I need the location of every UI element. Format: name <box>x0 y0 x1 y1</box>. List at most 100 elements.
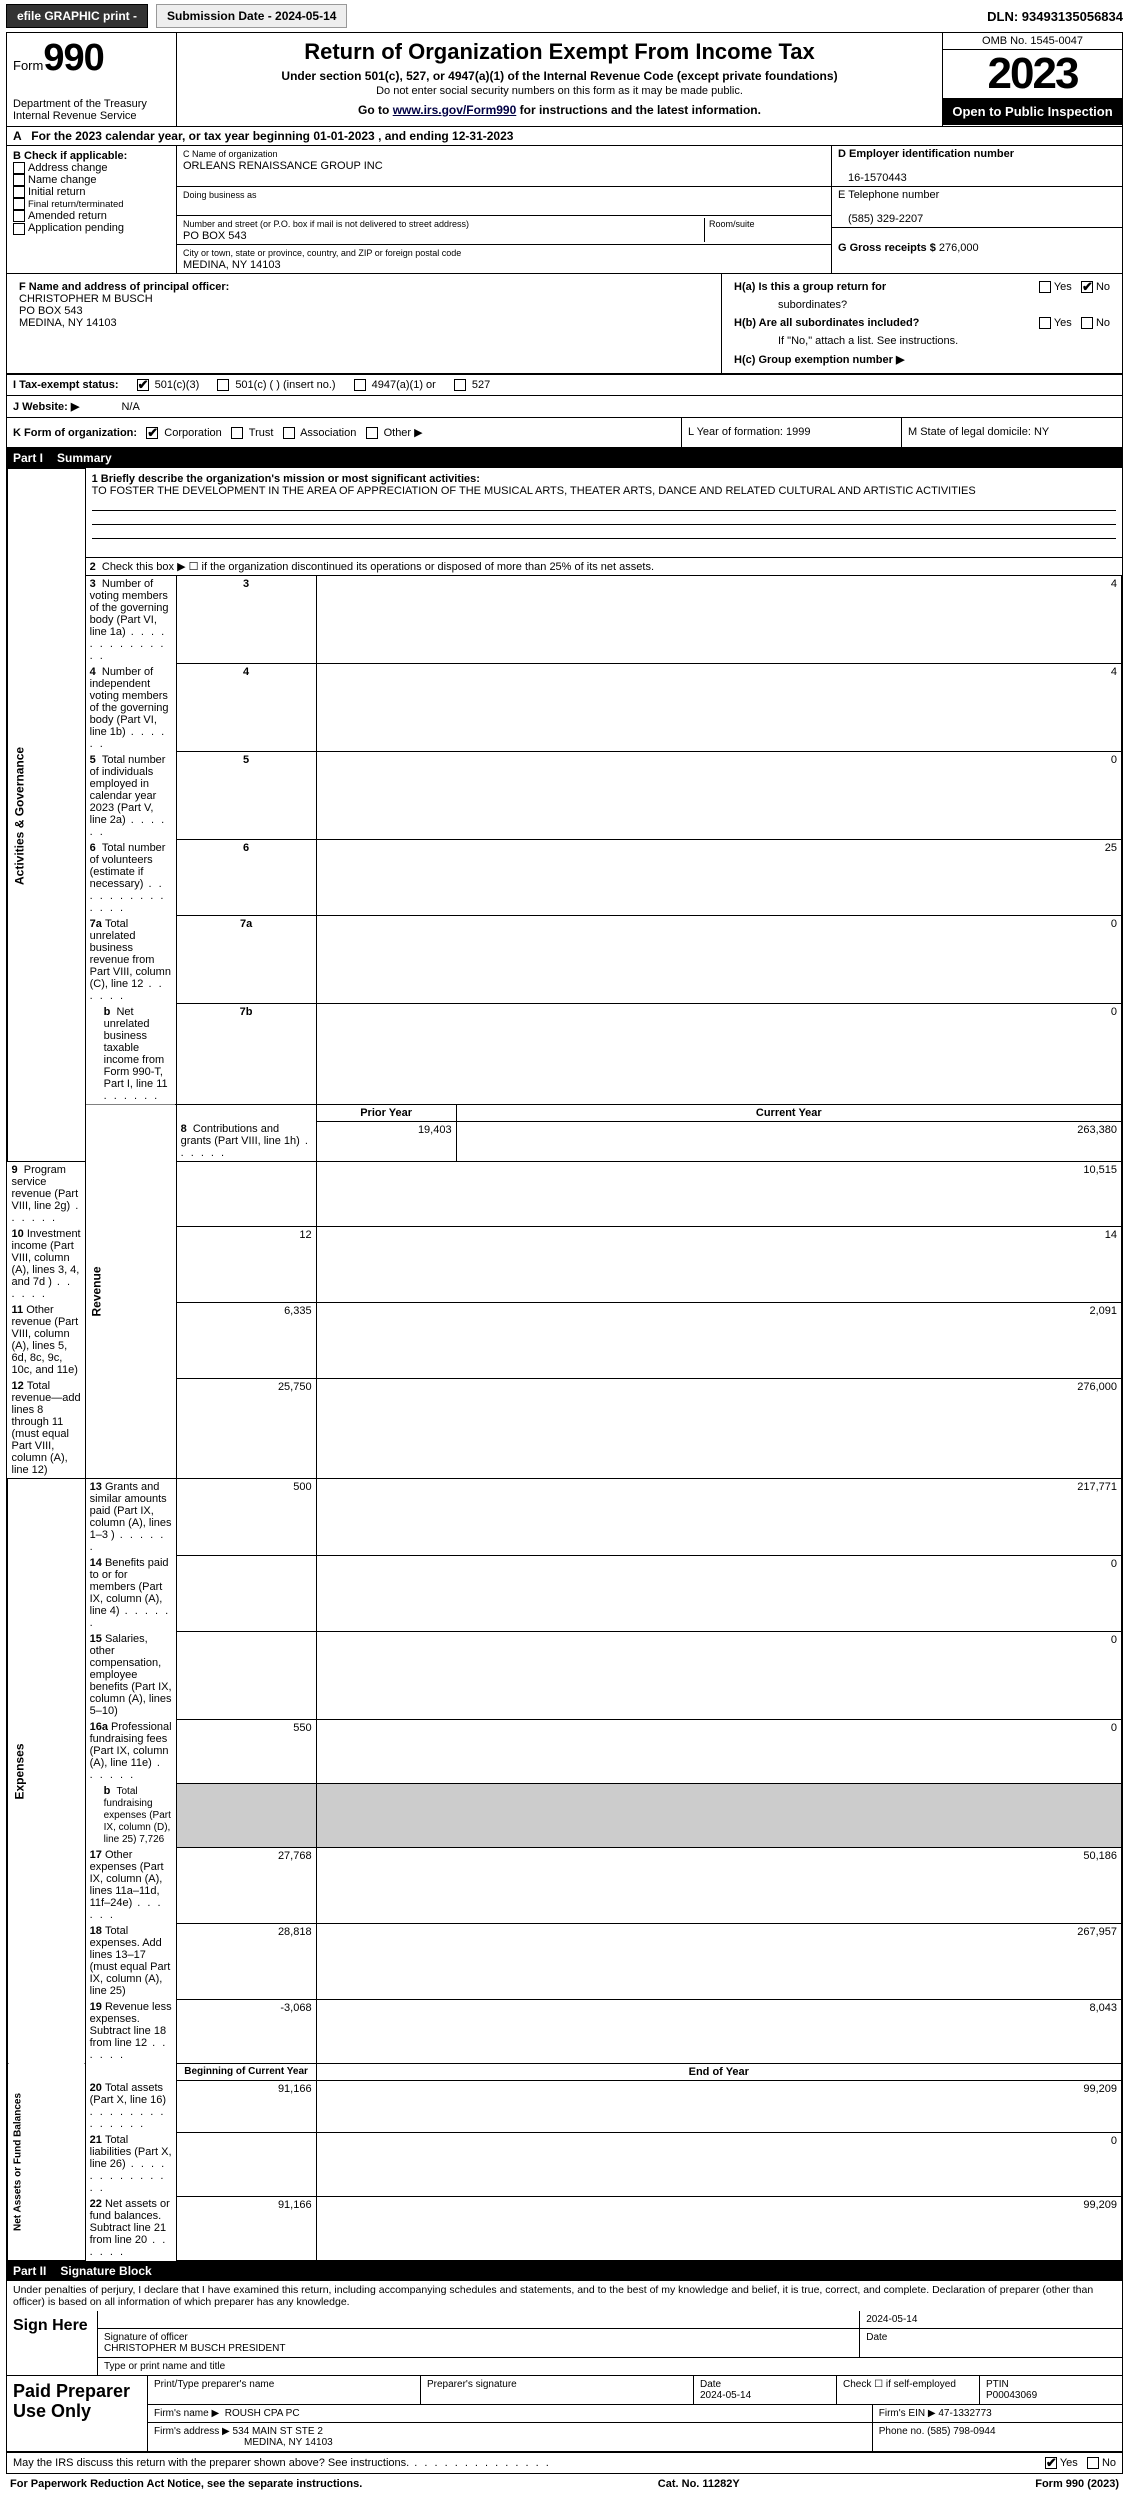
mission-a: TO FOSTER THE DEVELOPMENT IN THE AREA OF… <box>92 485 976 497</box>
prep-date: 2024-05-14 <box>700 2390 751 2401</box>
efile-btn[interactable]: efile GRAPHIC print - <box>6 4 148 28</box>
line-a: A For the 2023 calendar year, or tax yea… <box>7 127 1122 146</box>
chk-trust[interactable] <box>231 427 243 439</box>
chk-amended[interactable] <box>13 210 25 222</box>
line13: Grants and similar amounts paid (Part IX… <box>90 1481 172 1553</box>
state-domicile: M State of legal domicile: NY <box>902 418 1122 447</box>
kform-lbl: K Form of organization: <box>13 427 137 439</box>
line14: Benefits paid to or for members (Part IX… <box>90 1557 171 1629</box>
line7b: Net unrelated business taxable income fr… <box>104 1006 168 1102</box>
chk-4947[interactable] <box>354 379 366 391</box>
city-lbl: City or town, state or province, country… <box>183 248 461 258</box>
discuss-yes[interactable] <box>1045 2457 1057 2469</box>
dept: Department of the Treasury <box>13 98 170 110</box>
ptin: P00043069 <box>986 2390 1037 2401</box>
irs-url[interactable]: www.irs.gov/Form990 <box>393 103 517 117</box>
side-rev: Revenue <box>85 1104 176 1479</box>
officer-lbl: F Name and address of principal officer: <box>19 281 229 293</box>
chk-final[interactable] <box>13 198 25 210</box>
line6: Total number of volunteers (estimate if … <box>90 842 166 914</box>
footer: For Paperwork Reduction Act Notice, see … <box>0 2474 1129 2494</box>
chk-501c3[interactable] <box>137 379 149 391</box>
prep-sig-lbl: Preparer's signature <box>420 2376 693 2404</box>
chk-initial[interactable] <box>13 186 25 198</box>
firm-ein: 47-1332773 <box>938 2408 991 2419</box>
chk-527[interactable] <box>454 379 466 391</box>
firm-addr2: MEDINA, NY 14103 <box>154 2437 333 2448</box>
summary-table: Activities & Governance 1 Briefly descri… <box>7 468 1122 2261</box>
fh-row: F Name and address of principal officer:… <box>7 274 1122 374</box>
box-deg: D Employer identification number16-15704… <box>832 146 1122 273</box>
line4-v: 4 <box>316 664 1121 752</box>
city: MEDINA, NY 14103 <box>183 259 281 271</box>
org-name: ORLEANS RENAISSANCE GROUP INC <box>183 160 383 172</box>
py-hdr: Prior Year <box>316 1104 456 1121</box>
officer-city: MEDINA, NY 14103 <box>19 317 117 329</box>
gross-lbl: G Gross receipts $ <box>838 242 936 254</box>
side-na: Net Assets or Fund Balances <box>8 2063 86 2260</box>
form-label: Form <box>13 58 43 73</box>
year-formation: L Year of formation: 1999 <box>682 418 902 447</box>
website-val: N/A <box>121 401 139 413</box>
footer-r: Form 990 (2023) <box>1035 2478 1119 2490</box>
omb: OMB No. 1545-0047 <box>943 33 1122 50</box>
line6-v: 25 <box>316 840 1121 916</box>
line12: Total revenue—add lines 8 through 11 (mu… <box>12 1380 81 1476</box>
status-row: I Tax-exempt status: 501(c)(3) 501(c) ( … <box>7 374 1122 396</box>
discuss-no[interactable] <box>1087 2457 1099 2469</box>
ha-no[interactable] <box>1081 281 1093 293</box>
line7a: Total unrelated business revenue from Pa… <box>90 918 171 1002</box>
addr-lbl: Number and street (or P.O. box if mail i… <box>183 219 469 229</box>
paid-title: Paid Preparer Use Only <box>7 2376 147 2451</box>
form-main: Form990 Department of the Treasury Inter… <box>6 32 1123 2474</box>
chk-corp[interactable] <box>146 427 158 439</box>
chk-other[interactable] <box>366 427 378 439</box>
chk-address[interactable] <box>13 162 25 174</box>
hb-yes[interactable] <box>1039 317 1051 329</box>
chk-name[interactable] <box>13 174 25 186</box>
open-inspection: Open to Public Inspection <box>943 98 1122 125</box>
line5: Total number of individuals employed in … <box>90 754 167 838</box>
side-exp: Expenses <box>8 1479 86 2064</box>
submission-btn[interactable]: Submission Date - 2024-05-14 <box>156 4 347 28</box>
eoy-hdr: End of Year <box>316 2063 1121 2080</box>
line2: Check this box ▶ ☐ if the organization d… <box>102 561 654 573</box>
box-c: C Name of organizationORLEANS RENAISSANC… <box>177 146 832 273</box>
officer-name: CHRISTOPHER M BUSCH <box>19 293 153 305</box>
sign-here: Sign Here <box>7 2311 97 2375</box>
sig-lbl: Signature of officer <box>104 2332 188 2343</box>
footer-l: For Paperwork Reduction Act Notice, see … <box>10 2478 362 2490</box>
hb-lbl: H(b) Are all subordinates included? <box>734 317 919 329</box>
website-row: J Website: ▶ N/A <box>7 396 1122 418</box>
chk-assoc[interactable] <box>283 427 295 439</box>
website-lbl: J Website: ▶ <box>13 400 79 413</box>
header: Form990 Department of the Treasury Inter… <box>7 33 1122 127</box>
phone: (585) 329-2207 <box>838 213 923 225</box>
paid-preparer: Paid Preparer Use Only Print/Type prepar… <box>7 2376 1122 2452</box>
mission-q: 1 Briefly describe the organization's mi… <box>92 473 480 485</box>
boy-hdr: Beginning of Current Year <box>176 2063 316 2080</box>
footer-c: Cat. No. 11282Y <box>658 2478 740 2490</box>
form-number: 990 <box>43 37 103 79</box>
officer-addr: PO BOX 543 <box>19 305 83 317</box>
gross: 276,000 <box>939 242 979 254</box>
ssn-note: Do not enter social security numbers on … <box>183 85 936 97</box>
ha-lbl: H(a) Is this a group return for <box>734 281 886 293</box>
hb-note: If "No," attach a list. See instructions… <box>728 332 1116 350</box>
part2-hdr: Part IISignature Block <box>7 2261 1122 2281</box>
line7a-v: 0 <box>316 916 1121 1004</box>
line3-v: 4 <box>316 575 1121 664</box>
chk-501c[interactable] <box>217 379 229 391</box>
box-b: B Check if applicable: Address change Na… <box>7 146 177 273</box>
line8: Contributions and grants (Part VIII, lin… <box>181 1123 310 1159</box>
line15: Salaries, other compensation, employee b… <box>90 1633 172 1717</box>
addr: PO BOX 543 <box>183 230 247 242</box>
hb-no[interactable] <box>1081 317 1093 329</box>
prep-name-lbl: Print/Type preparer's name <box>147 2376 420 2404</box>
org-name-lbl: C Name of organization <box>183 149 278 159</box>
chk-pending[interactable] <box>13 223 25 235</box>
irs: Internal Revenue Service <box>13 110 170 122</box>
ha-yes[interactable] <box>1039 281 1051 293</box>
box-b-title: B Check if applicable: <box>13 150 127 162</box>
entity-block: B Check if applicable: Address change Na… <box>7 146 1122 274</box>
